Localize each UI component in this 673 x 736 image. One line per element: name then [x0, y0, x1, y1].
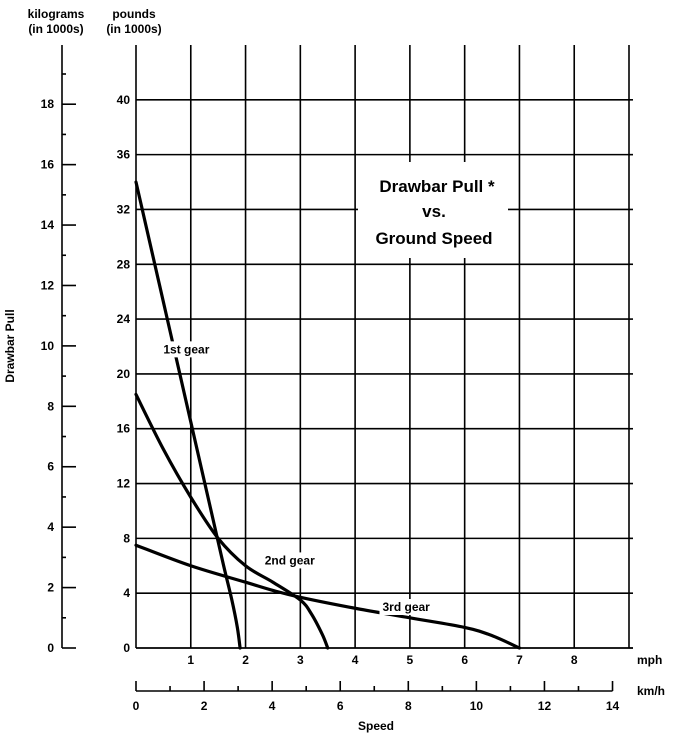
y-tick-pounds: 0 [123, 641, 130, 655]
series-line-2 [134, 392, 330, 650]
x-tick-mph: 1 [187, 653, 194, 667]
y-tick-pounds: 32 [117, 202, 131, 216]
x-tick-kmh: 14 [606, 699, 620, 713]
y-tick-kg: 8 [47, 399, 54, 413]
x-tick-kmh: 4 [269, 699, 276, 713]
x-tick-kmh: 12 [538, 699, 552, 713]
kmh-unit-label: km/h [637, 684, 665, 698]
series-line-1 [134, 180, 242, 650]
series-label-bg [261, 552, 326, 569]
y-tick-kg: 12 [41, 278, 55, 292]
x-tick-mph: 8 [571, 653, 578, 667]
lb-axis-header: pounds [112, 7, 156, 21]
y-tick-kg: 6 [47, 460, 54, 474]
y-tick-kg: 14 [41, 218, 55, 232]
x-tick-kmh: 8 [405, 699, 412, 713]
x-tick-kmh: 10 [470, 699, 484, 713]
x-tick-mph: 6 [461, 653, 468, 667]
y-tick-pounds: 28 [117, 257, 131, 271]
x-tick-mph: 4 [352, 653, 359, 667]
x-axis-title: Speed [358, 719, 394, 733]
chart-title-line: vs. [422, 202, 446, 221]
labels: Drawbar Pull * vs. Ground Speed 1st gear 2nd… [3, 7, 665, 733]
series-label: 3rd gear [383, 600, 431, 614]
curves [134, 180, 522, 650]
series-label: 1st gear [163, 342, 209, 356]
series-line-3 [134, 543, 522, 650]
x-tick-kmh: 2 [201, 699, 208, 713]
y-tick-kg: 10 [41, 339, 55, 353]
y-tick-kg: 2 [47, 581, 54, 595]
x-tick-mph: 3 [297, 653, 304, 667]
y-tick-pounds: 12 [117, 477, 131, 491]
kg-axis-header: (in 1000s) [28, 22, 83, 36]
series-label-bg [379, 598, 444, 615]
series-label-bg [160, 341, 224, 358]
y-tick-pounds: 16 [117, 422, 131, 436]
lb-axis-header: (in 1000s) [106, 22, 161, 36]
kg-axis-header: kilograms [28, 7, 85, 21]
chart-title-line: Ground Speed [375, 229, 492, 248]
x-tick-mph: 7 [516, 653, 523, 667]
y-tick-kg: 0 [47, 641, 54, 655]
y-tick-pounds: 20 [117, 367, 131, 381]
y-tick-pounds: 24 [117, 312, 131, 326]
chart-title-line: Drawbar Pull * [379, 177, 495, 196]
y-tick-pounds: 4 [123, 586, 130, 600]
y-tick-kg: 16 [41, 158, 55, 172]
mph-unit-label: mph [637, 653, 662, 667]
x-tick-mph: 5 [407, 653, 414, 667]
x-tick-kmh: 6 [337, 699, 344, 713]
y-tick-pounds: 8 [123, 531, 130, 545]
y-tick-kg: 4 [47, 520, 54, 534]
y-tick-pounds: 36 [117, 148, 131, 162]
series-label: 2nd gear [265, 553, 315, 567]
y-tick-kg: 18 [41, 97, 55, 111]
x-tick-mph: 2 [242, 653, 249, 667]
grid [135, 45, 633, 649]
y-axis-title: Drawbar Pull [3, 309, 17, 382]
x-tick-kmh: 0 [133, 699, 140, 713]
y-tick-pounds: 40 [117, 93, 131, 107]
title-box [358, 162, 508, 258]
